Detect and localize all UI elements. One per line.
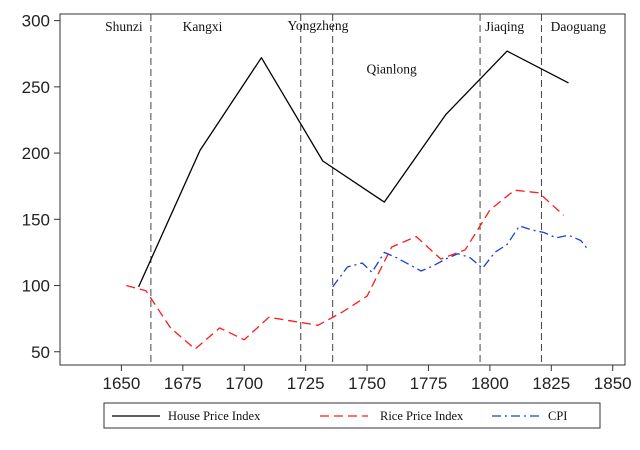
y-tick-label: 50 [31, 343, 50, 362]
legend: House Price Index Rice Price Index CPI [103, 402, 601, 429]
era-label: Yongzheng [287, 18, 348, 33]
y-tick-label: 100 [22, 277, 50, 296]
x-tick-label: 1800 [471, 374, 509, 393]
x-tick-label: 1775 [410, 374, 448, 393]
era-dividers [150, 14, 542, 365]
era-labels: Shunzi Kangxi Yongzheng Qianlong Jiaqing Daog… [105, 18, 606, 77]
y-tick-label: 150 [22, 210, 50, 229]
era-label: Shunzi [105, 19, 143, 34]
x-tick-label: 1825 [532, 374, 570, 393]
era-label: Kangxi [183, 19, 223, 34]
y-axis: 50 100 150 200 250 300 [22, 12, 60, 362]
y-tick-label: 200 [22, 144, 50, 163]
era-label: Jiaqing [485, 19, 524, 34]
x-tick-label: 1725 [287, 374, 325, 393]
series-line-2 [332, 225, 589, 288]
x-tick-label: 1700 [225, 374, 263, 393]
series-line-0 [138, 50, 569, 288]
plot-frame [59, 13, 626, 366]
legend-label-0: House Price Index [168, 409, 261, 423]
x-tick-label: 1675 [164, 374, 202, 393]
series-line-1 [126, 189, 565, 350]
x-axis: 1650 1675 1700 1725 1750 1775 1800 1825 1850 [102, 365, 632, 393]
series-layer [126, 50, 589, 350]
x-tick-label: 1850 [594, 374, 632, 393]
era-label: Qianlong [367, 62, 417, 77]
legend-label-1: Rice Price Index [380, 409, 464, 423]
y-tick-label: 300 [22, 12, 50, 31]
x-tick-label: 1650 [102, 374, 140, 393]
legend-label-2: CPI [548, 409, 567, 423]
x-tick-label: 1750 [348, 374, 386, 393]
era-label: Daoguang [551, 19, 607, 34]
y-tick-label: 250 [22, 78, 50, 97]
